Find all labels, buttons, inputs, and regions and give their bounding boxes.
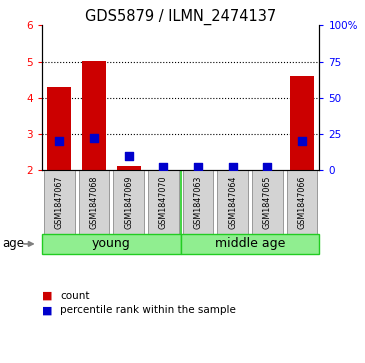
FancyBboxPatch shape (183, 170, 213, 234)
FancyBboxPatch shape (181, 234, 319, 254)
Text: middle age: middle age (215, 237, 285, 250)
Text: ■: ■ (42, 291, 53, 301)
Text: ■: ■ (42, 305, 53, 315)
Text: GSM1847069: GSM1847069 (124, 175, 133, 229)
Bar (290, 76, 314, 170)
FancyBboxPatch shape (44, 170, 74, 234)
Point (160, 164, 166, 170)
Point (91, 135, 97, 141)
Point (126, 153, 131, 159)
Text: GSM1847067: GSM1847067 (55, 175, 64, 229)
Text: GSM1847065: GSM1847065 (263, 175, 272, 229)
Text: GSM1847066: GSM1847066 (297, 175, 307, 229)
Text: count: count (60, 291, 90, 301)
FancyBboxPatch shape (114, 170, 144, 234)
FancyBboxPatch shape (218, 170, 248, 234)
Text: GSM1847063: GSM1847063 (193, 175, 203, 229)
Title: GDS5879 / ILMN_2474137: GDS5879 / ILMN_2474137 (85, 9, 276, 25)
Point (195, 164, 201, 170)
Text: GSM1847068: GSM1847068 (89, 175, 99, 229)
Text: percentile rank within the sample: percentile rank within the sample (60, 305, 236, 315)
Text: young: young (92, 237, 131, 250)
FancyBboxPatch shape (252, 170, 283, 234)
Text: GSM1847070: GSM1847070 (159, 175, 168, 229)
Text: GSM1847064: GSM1847064 (228, 175, 237, 229)
Point (264, 164, 270, 170)
Bar (47, 87, 72, 170)
FancyBboxPatch shape (79, 170, 109, 234)
Text: age: age (2, 237, 24, 250)
FancyBboxPatch shape (287, 170, 317, 234)
FancyBboxPatch shape (148, 170, 178, 234)
Point (299, 138, 305, 144)
Bar (116, 166, 141, 170)
Point (230, 164, 236, 170)
Point (56, 138, 62, 144)
Bar (82, 61, 106, 170)
FancyBboxPatch shape (42, 234, 181, 254)
